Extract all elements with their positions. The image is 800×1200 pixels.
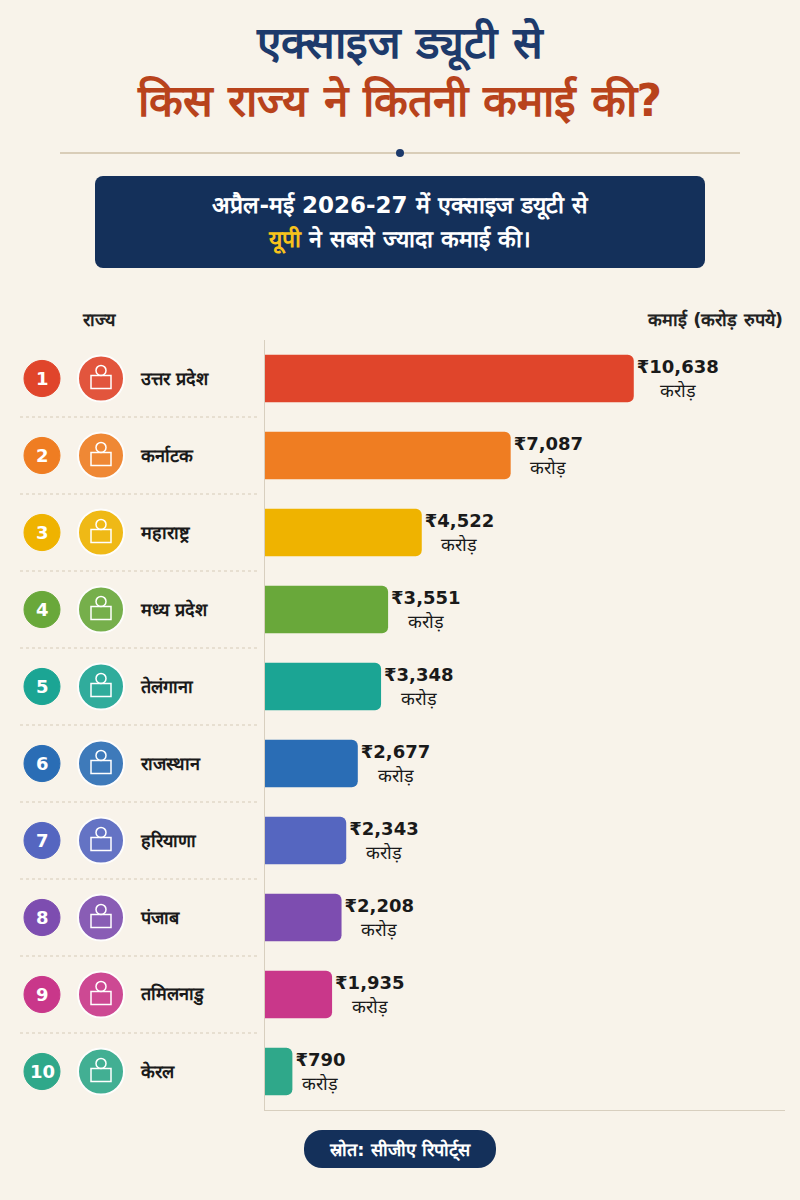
svg-text:₹3,348करोड़: ₹3,348करोड़ [384,664,453,708]
svg-text:कर्नाटक: कर्नाटक [140,445,194,466]
svg-text:6: 6 [36,753,49,774]
svg-text:₹2,343करोड़: ₹2,343करोड़ [349,818,418,862]
svg-text:9: 9 [36,984,49,1005]
html-text:अप्रैल-मई 2026-27 में एक्साइज: अप्रैल-मई 2026-27 में एक्साइज डयूटी से [212,192,588,218]
svg-text:3: 3 [36,522,49,543]
svg-text:₹790करोड़: ₹790करोड़ [295,1049,345,1093]
svg-text:हरियाणा: हरियाणा [140,830,197,851]
svg-text:₹10,638करोड़: ₹10,638करोड़ [637,356,719,400]
svg-text:5: 5 [36,676,49,697]
html-text:यूपी ने सबसे ज्यादा कमाई की।: यूपी ने सबसे ज्यादा कमाई की। [269,226,531,252]
svg-text:पंजाब: पंजाब [140,907,180,928]
svg-text:8: 8 [36,907,49,928]
svg-text:उत्तर प्रदेश: उत्तर प्रदेश [140,368,209,389]
svg-text:₹7,087करोड़: ₹7,087करोड़ [514,433,583,477]
svg-text:राजस्थान: राजस्थान [140,753,201,774]
svg-text:₹3,551करोड़: ₹3,551करोड़ [391,587,460,631]
svg-text:मध्य प्रदेश: मध्य प्रदेश [140,599,208,620]
html-text:एक्साइज ड्यूटी से: एक्साइज ड्यूटी से [257,17,543,68]
svg-text:2: 2 [36,445,49,466]
svg-text:केरल: केरल [140,1061,175,1082]
svg-text:तमिलनाडु: तमिलनाडु [140,983,205,1006]
svg-text:₹4,522करोड़: ₹4,522करोड़ [425,510,494,554]
svg-text:कमाई (करोड़ रुपये): कमाई (करोड़ रुपये) [647,309,783,330]
html-text:स्रोत: सीजीए रिपोर्ट्स: स्रोत: सीजीए रिपोर्ट्स [330,1139,470,1160]
svg-text:10: 10 [30,1061,55,1082]
html-text:किस राज्य ने कितनी कमाई की?: किस राज्य ने कितनी कमाई की? [137,75,663,126]
svg-text:महाराष्ट्र: महाराष्ट्र [140,522,191,544]
svg-text:तेलंगाना: तेलंगाना [140,676,194,697]
svg-text:₹2,208करोड़: ₹2,208करोड़ [345,895,414,939]
svg-text:₹1,935करोड़: ₹1,935करोड़ [335,972,404,1016]
svg-text:1: 1 [36,368,49,389]
svg-text:₹2,677करोड़: ₹2,677करोड़ [361,741,430,785]
svg-text:राज्य: राज्य [82,309,117,330]
svg-text:4: 4 [36,599,49,620]
svg-text:7: 7 [36,830,49,851]
